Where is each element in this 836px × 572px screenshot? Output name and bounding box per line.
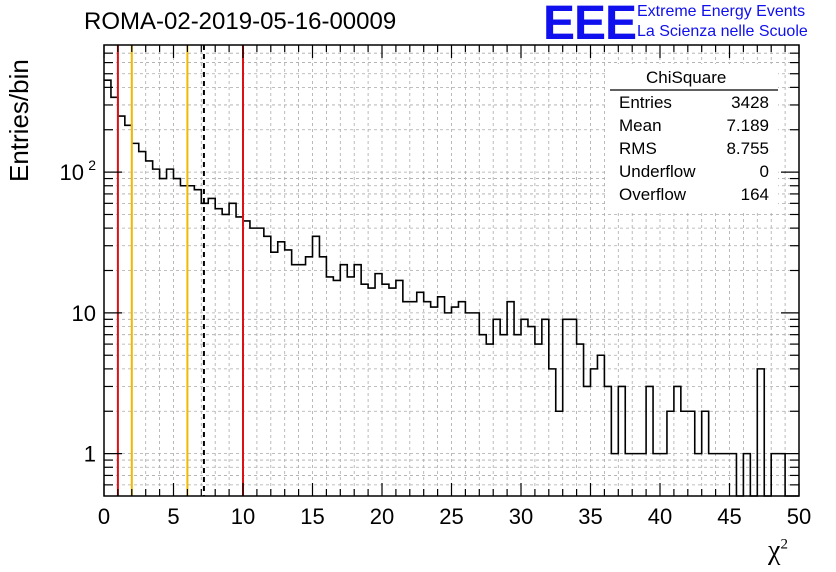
x-axis-label: χ2 [768, 535, 788, 567]
x-tick-label: 45 [717, 504, 741, 529]
x-tick-label: 15 [300, 504, 324, 529]
stats-value: 164 [740, 185, 769, 204]
x-tick-label: 25 [439, 504, 463, 529]
stats-key: Underflow [619, 162, 696, 181]
x-tick-label: 50 [787, 504, 811, 529]
y-tick-label: 10 [72, 301, 96, 326]
y-tick-label: 1 [84, 442, 96, 467]
x-tick-label: 35 [578, 504, 602, 529]
stats-key: Entries [619, 93, 672, 112]
axis-ticks [103, 45, 800, 496]
stats-value: 8.755 [726, 139, 769, 158]
x-tick-label: 5 [167, 504, 179, 529]
stats-title: ChiSquare [646, 68, 727, 87]
chart-title: ROMA-02-2019-05-16-00009 [84, 8, 397, 35]
x-axis-label-sup: 2 [780, 536, 788, 553]
logo-tagline-1: Extreme Energy Events [637, 3, 806, 20]
stats-key: RMS [619, 139, 657, 158]
stats-value: 7.189 [726, 116, 769, 135]
x-axis-label-base: χ [768, 535, 781, 566]
stats-value: 0 [759, 162, 769, 181]
stats-box-bg [606, 64, 778, 212]
x-tick-label: 0 [98, 504, 110, 529]
histogram-outline [104, 79, 799, 497]
x-tick-label: 10 [231, 504, 255, 529]
y-tick-label-exponent: 2 [88, 157, 96, 173]
reference-lines [116, 45, 244, 496]
eee-logo: EEE [543, 0, 637, 50]
stats-key: Mean [619, 116, 662, 135]
x-tick-label: 40 [648, 504, 672, 529]
stats-value: 3428 [731, 93, 769, 112]
y-axis-label: Entries/bin [4, 59, 34, 182]
stats-key: Overflow [619, 185, 687, 204]
histogram-series [104, 79, 799, 497]
x-tick-label: 20 [370, 504, 394, 529]
x-tick-label: 30 [509, 504, 533, 529]
logo-tagline-2: La Scienza nelle Scuole [637, 23, 808, 40]
y-tick-label: 10 [60, 160, 84, 185]
grid-lines [104, 45, 799, 496]
